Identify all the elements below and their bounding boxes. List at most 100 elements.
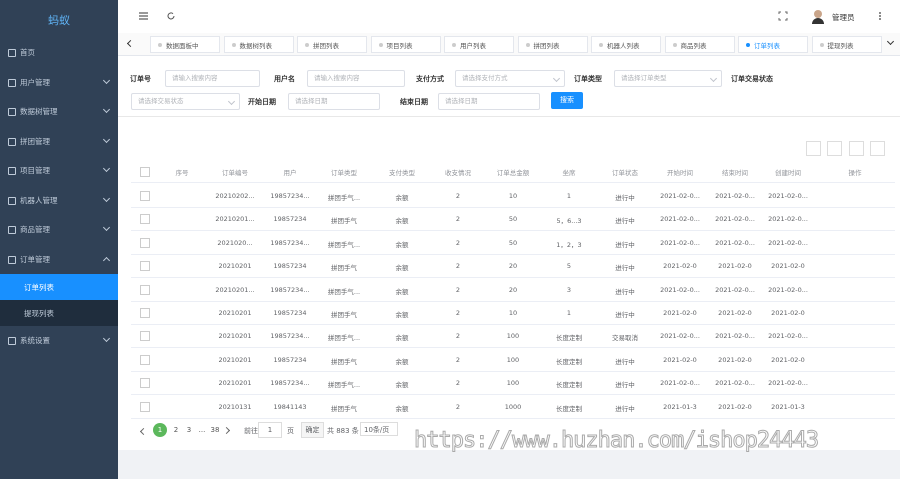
refresh-icon[interactable] xyxy=(166,11,176,21)
cell: 19857234... xyxy=(270,379,310,388)
cell: 1，2，3 xyxy=(556,240,582,249)
row-checkbox[interactable] xyxy=(140,284,150,295)
tab[interactable]: 项目列表 xyxy=(370,36,441,53)
tabs-menu[interactable] xyxy=(886,37,895,46)
row-checkbox[interactable] xyxy=(140,191,150,201)
menu-item[interactable]: 数据树管理 xyxy=(0,97,118,126)
export-button[interactable] xyxy=(827,141,842,156)
filter-label: 开始日期 xyxy=(248,98,276,106)
menu-arrow xyxy=(102,105,111,114)
row-line xyxy=(131,207,895,208)
cell: 2021-02-0... xyxy=(660,285,700,294)
row-checkbox[interactable] xyxy=(140,401,150,412)
tab[interactable]: 商品列表 xyxy=(664,36,735,53)
page-number[interactable]: ... xyxy=(198,426,206,434)
cell: 2 xyxy=(455,355,461,364)
tab[interactable]: 机器人列表 xyxy=(591,36,661,53)
next-page[interactable] xyxy=(222,426,231,435)
menu-item[interactable]: 用户管理 xyxy=(0,68,118,97)
cell: 2021-02-0 xyxy=(771,262,805,271)
submenu-item[interactable]: 订单列表 xyxy=(0,274,118,300)
print-button[interactable] xyxy=(870,141,885,156)
tab[interactable]: 拼团列表 xyxy=(297,36,367,53)
row-checkbox[interactable] xyxy=(140,378,150,389)
cell: 进行中 xyxy=(615,311,635,319)
top-bar xyxy=(118,0,900,34)
refresh-button[interactable] xyxy=(806,141,821,156)
row-line xyxy=(131,417,895,419)
cell: 100 xyxy=(506,332,520,341)
menu-arrow xyxy=(102,223,111,232)
fullscreen-icon[interactable] xyxy=(778,11,788,21)
tab-dot xyxy=(231,43,236,47)
menu-label: 商品管理 xyxy=(20,225,50,234)
tab[interactable]: 订单列表 xyxy=(738,36,808,53)
filter-input[interactable]: 请输入搜索内容 xyxy=(165,70,260,87)
column-header: 收支情况 xyxy=(445,169,471,177)
submenu-item[interactable]: 提现列表 xyxy=(0,300,118,326)
row-checkbox[interactable] xyxy=(140,354,150,365)
cell: 19857234... xyxy=(270,238,310,247)
tab[interactable]: 数据树列表 xyxy=(223,36,294,53)
cell: 2 xyxy=(455,402,461,411)
more-icon[interactable] xyxy=(878,11,882,21)
cell: 2021-02-0 xyxy=(718,262,752,271)
page-number[interactable]: 38 xyxy=(210,426,220,434)
row-checkbox[interactable] xyxy=(140,261,150,272)
cell: 2 xyxy=(455,332,461,341)
menu-item[interactable]: 项目管理 xyxy=(0,156,118,185)
hamburger-icon[interactable] xyxy=(138,11,150,21)
filter-input[interactable]: 请选择日期 xyxy=(288,93,380,110)
cell: 进行中 xyxy=(615,381,635,390)
user-name[interactable]: 管理员 xyxy=(832,13,855,22)
cell: 1000 xyxy=(504,402,522,411)
cell: 20210201... xyxy=(215,285,255,294)
avatar[interactable] xyxy=(810,8,826,24)
confirm-button[interactable]: 确定 xyxy=(301,422,324,438)
menu-arrow xyxy=(102,135,111,143)
menu-item[interactable]: 商品管理 xyxy=(0,215,118,244)
cell: 2021-02-0 xyxy=(718,309,752,317)
cell: 余额 xyxy=(395,217,409,226)
filter-input[interactable]: 请选择日期 xyxy=(438,93,540,110)
menu-item[interactable]: 系统设置 xyxy=(0,326,118,355)
cell: 2 xyxy=(455,379,461,388)
page-number[interactable]: 3 xyxy=(186,426,192,434)
filter-input[interactable]: 请输入搜索内容 xyxy=(307,70,405,87)
menu-label: 拼团管理 xyxy=(20,136,50,146)
tab[interactable]: 用户列表 xyxy=(444,36,514,53)
page-unit: 页 xyxy=(287,427,294,435)
menu-item[interactable]: 机器人管理 xyxy=(0,186,118,215)
logo: 蚂蚁 xyxy=(48,14,70,27)
menu-item[interactable]: 拼团管理 xyxy=(0,127,118,156)
row-checkbox[interactable] xyxy=(140,308,150,318)
search-button[interactable]: 搜索 xyxy=(551,92,583,109)
cell: 5，6...3 xyxy=(556,217,582,226)
row-checkbox[interactable] xyxy=(140,237,150,248)
page-number[interactable]: 2 xyxy=(173,426,179,434)
columns-button[interactable] xyxy=(849,141,864,156)
tab[interactable]: 数据面板中 xyxy=(150,36,220,53)
row-checkbox[interactable] xyxy=(140,331,150,342)
menu-label: 机器人管理 xyxy=(20,195,58,205)
tab[interactable]: 拼团列表 xyxy=(517,36,588,53)
filter-select[interactable]: 请选择支付方式 xyxy=(455,70,565,87)
prev-page[interactable] xyxy=(139,427,148,436)
header-checkbox[interactable] xyxy=(140,167,150,177)
filter-select[interactable]: 请选择交易状态 xyxy=(131,93,240,110)
cell: 进行中 xyxy=(615,357,635,366)
goto-input[interactable]: 1 xyxy=(258,422,282,438)
page-number[interactable]: 1 xyxy=(153,423,167,437)
tabs-prev[interactable] xyxy=(126,39,135,48)
cell: 2021-02-0... xyxy=(660,192,700,200)
menu-item[interactable]: 订单管理 xyxy=(0,245,118,274)
cell: 2021-02-0 xyxy=(771,309,805,317)
menu-item[interactable]: 首页 xyxy=(0,38,118,67)
tab[interactable]: 提现列表 xyxy=(811,36,882,53)
cell: 20210202... xyxy=(215,192,255,200)
page-size[interactable]: 10条/页 xyxy=(360,422,398,436)
filter-select[interactable]: 请选择订单类型 xyxy=(614,70,722,87)
row-checkbox[interactable] xyxy=(140,214,150,225)
cell: 20210201... xyxy=(215,215,255,224)
